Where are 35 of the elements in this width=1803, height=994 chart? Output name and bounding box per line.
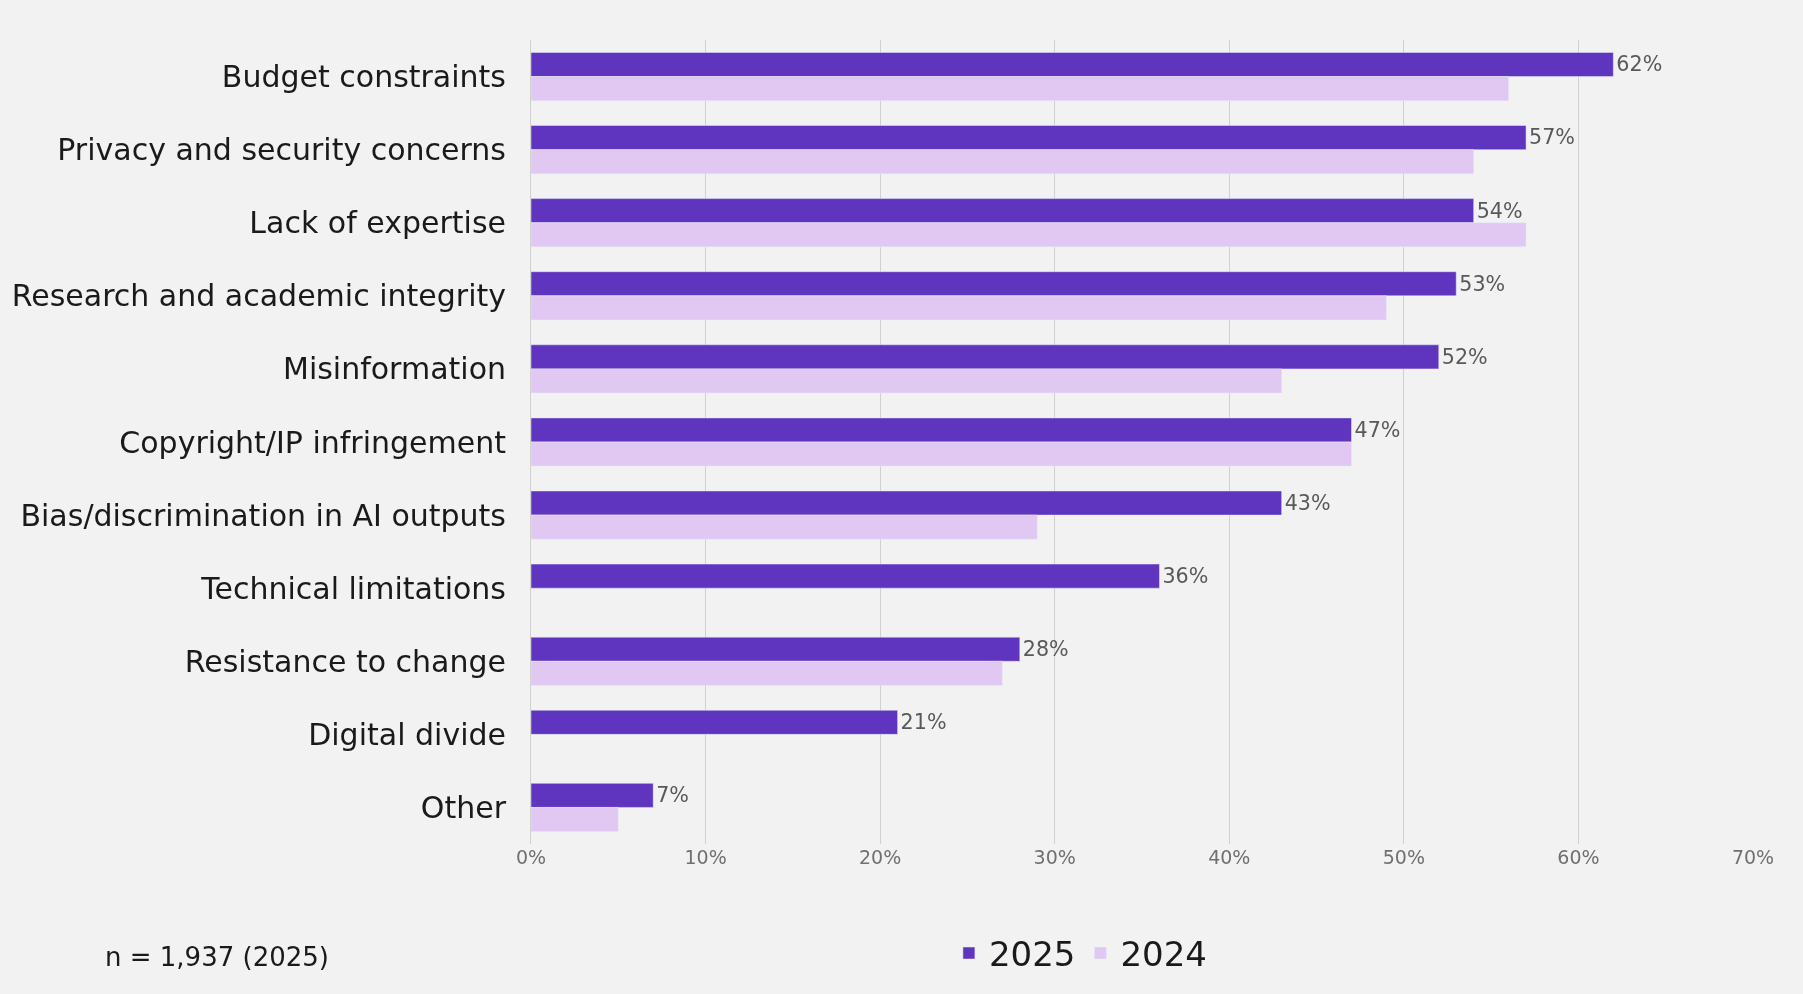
y-tick-label: Research and academic integrity (11, 278, 506, 314)
y-tick-label: Resistance to change (184, 643, 506, 679)
x-tick-label: 70% (1731, 846, 1775, 868)
x-tick-label: 50% (1382, 846, 1425, 868)
y-tick-label: Privacy and security concerns (57, 132, 506, 168)
x-tick-label: 10% (684, 846, 727, 868)
y-tick-label: Technical limitations (200, 570, 506, 606)
legend-label: 2024 (1120, 934, 1207, 975)
y-tick-label: Digital divide (308, 716, 506, 752)
bar (531, 709, 898, 735)
data-label: 52% (1441, 344, 1488, 369)
y-tick-label: Budget constraints (221, 59, 506, 95)
data-label: 36% (1162, 564, 1209, 589)
legend-label: 2025 (988, 934, 1076, 975)
data-label: 53% (1459, 271, 1506, 296)
data-label: 57% (1529, 125, 1575, 150)
data-label: 62% (1616, 52, 1663, 77)
data-label: 47% (1354, 417, 1401, 442)
x-tick-label: 40% (1208, 846, 1251, 868)
x-tick-label: 0% (515, 846, 547, 868)
data-label: 54% (1476, 198, 1523, 223)
x-tick-label: 60% (1557, 846, 1600, 868)
y-tick-label: Lack of expertise (249, 205, 506, 241)
x-tick-label: 30% (1033, 846, 1076, 868)
bar (531, 563, 1160, 589)
data-label: 43% (1284, 490, 1331, 515)
text: n = 1,937 (2025) (105, 942, 329, 972)
y-tick-label: Misinformation (283, 351, 506, 387)
y-tick-label: Bias/discrimination in AI outputs (20, 497, 506, 533)
x-tick-label: 20% (859, 846, 902, 868)
data-label: 28% (1022, 637, 1069, 662)
data-label: 21% (900, 710, 947, 735)
data-label: 7% (656, 783, 689, 808)
y-tick-label: Other (420, 789, 507, 825)
y-tick-label: Copyright/IP infringement (119, 424, 507, 460)
